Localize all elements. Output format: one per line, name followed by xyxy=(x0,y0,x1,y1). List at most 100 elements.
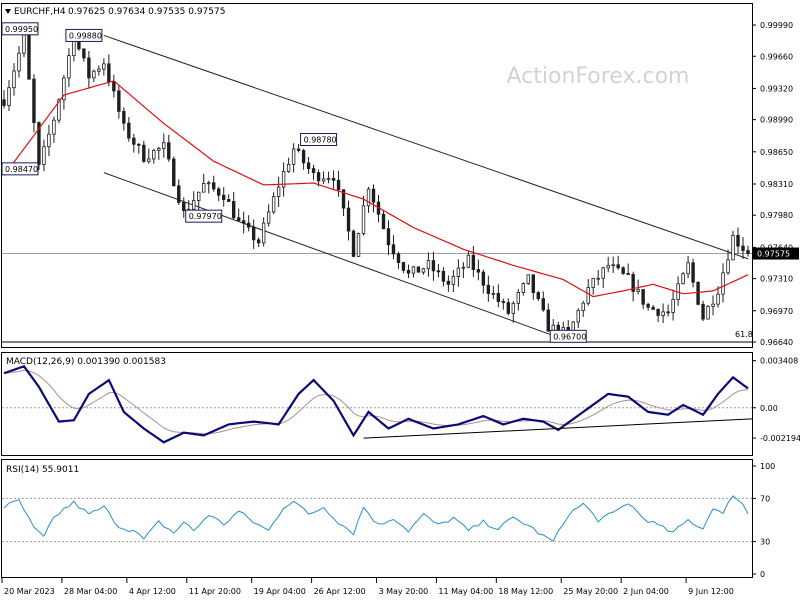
price-level-text: 0.97970 xyxy=(189,212,222,221)
fib-level-label: 61.8 xyxy=(735,330,753,339)
price-tick-label: 0.98310 xyxy=(760,180,793,189)
candle-body xyxy=(686,262,690,275)
candle-body xyxy=(256,239,261,244)
candle-body xyxy=(172,158,176,187)
price-tick-label: 0.98990 xyxy=(760,116,793,125)
time-tick-label: 3 May 20:00 xyxy=(378,587,428,596)
candle-body xyxy=(536,292,540,300)
candle-body xyxy=(731,234,735,261)
candle-body xyxy=(336,179,341,191)
price-level-box xyxy=(1,162,39,176)
candle-body xyxy=(546,309,550,332)
candle-body xyxy=(291,148,296,165)
candle-body xyxy=(466,254,471,268)
candle-body xyxy=(182,202,186,211)
rsi-pane-frame xyxy=(1,459,753,578)
candle-body xyxy=(246,222,251,228)
candle-body xyxy=(691,262,695,283)
candle-body xyxy=(381,213,386,230)
price-pane-frame xyxy=(1,3,753,348)
candle-body xyxy=(281,171,286,188)
candle-body xyxy=(17,52,21,72)
candle-body xyxy=(431,260,436,272)
candle-body xyxy=(596,277,600,280)
candle-body xyxy=(37,122,41,165)
candle-body xyxy=(661,311,665,316)
rsi-tick-label: 100 xyxy=(760,462,775,471)
time-tick-label: 4 Apr 12:00 xyxy=(129,587,176,596)
candle-body xyxy=(516,292,521,304)
moving-average-line xyxy=(3,80,749,298)
candle-body xyxy=(586,287,590,304)
candle-body xyxy=(361,205,366,234)
candle-body xyxy=(2,99,6,106)
candle-body xyxy=(486,284,491,294)
macd-main-line xyxy=(3,364,749,444)
candle-body xyxy=(606,264,610,269)
candle-body xyxy=(671,299,675,313)
candle-body xyxy=(236,217,241,222)
time-tick-label: 2 Jun 04:00 xyxy=(623,587,669,596)
candle-body xyxy=(416,266,421,273)
candle-body xyxy=(92,70,96,79)
dropdown-triangle-icon[interactable] xyxy=(5,9,11,14)
candle-body xyxy=(406,269,411,274)
candle-body xyxy=(266,211,271,224)
candle-body xyxy=(321,178,326,182)
candle-body xyxy=(411,266,416,274)
candle-body xyxy=(681,273,685,285)
candle-body xyxy=(601,267,605,279)
macd-series: 0.003408 0.00 -0.002194 xyxy=(2,357,800,444)
candle-body xyxy=(506,302,511,314)
candle-body xyxy=(286,163,291,172)
candle-body xyxy=(616,264,620,269)
candle-body xyxy=(202,182,206,193)
current-price-tag xyxy=(753,247,799,260)
candle-body xyxy=(621,267,625,274)
candle-body xyxy=(401,262,406,271)
candle-body xyxy=(207,182,211,185)
candle-body xyxy=(67,55,71,79)
candle-body xyxy=(496,292,501,302)
candle-body xyxy=(341,189,346,209)
price-axis: 0.99990 0.99660 0.99320 0.98990 0.98650 0.983… xyxy=(2,21,799,347)
candle-body xyxy=(217,188,221,196)
macd-tick-label: 0.00 xyxy=(760,404,778,413)
candle-body xyxy=(581,302,585,311)
price-tick-label: 0.96640 xyxy=(760,338,793,347)
candle-body xyxy=(241,220,246,224)
candle-body xyxy=(42,146,46,165)
channel-trendline xyxy=(103,34,749,260)
candle-body xyxy=(296,148,301,151)
price-tick-label: 0.99990 xyxy=(760,21,793,30)
candle-body xyxy=(646,303,650,308)
price-level-text: 0.99880 xyxy=(69,31,102,40)
candle-body xyxy=(87,57,91,79)
candle-body xyxy=(476,269,481,273)
candle-body xyxy=(12,70,16,89)
price-level-box xyxy=(1,22,39,36)
candle-body xyxy=(137,143,141,146)
candle-series xyxy=(2,27,750,343)
candle-body xyxy=(701,303,705,320)
time-tick-label: 11 Apr 20:00 xyxy=(189,587,241,596)
candle-body xyxy=(142,144,146,162)
price-level-box xyxy=(300,133,338,147)
candle-body xyxy=(421,268,426,273)
candle-body xyxy=(177,185,181,203)
candle-body xyxy=(631,274,635,292)
time-tick-label: 20 Mar 2023 xyxy=(4,587,55,596)
price-level-text: 0.98780 xyxy=(304,136,337,145)
candle-body xyxy=(7,87,11,106)
rsi-tick-label: 30 xyxy=(760,538,770,547)
candle-body xyxy=(481,271,486,286)
time-tick-label: 26 Apr 12:00 xyxy=(314,587,366,596)
price-level-box xyxy=(185,209,223,223)
candle-body xyxy=(222,194,226,200)
macd-title: MACD(12,26,9) 0.001390 0.001583 xyxy=(6,357,166,367)
candle-body xyxy=(366,188,371,207)
candle-body xyxy=(696,281,700,305)
